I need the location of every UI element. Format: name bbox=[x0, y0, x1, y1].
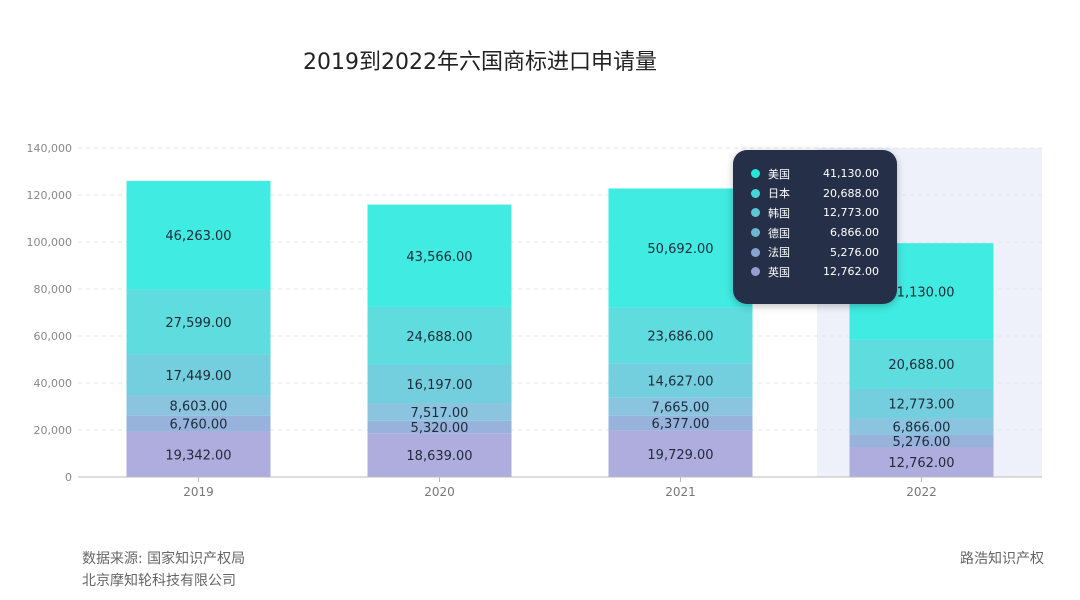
source-line-1: 数据来源: 国家知识产权局 bbox=[82, 551, 246, 567]
data-label: 16,197.00 bbox=[406, 378, 472, 393]
data-label: 7,517.00 bbox=[411, 406, 469, 421]
x-tick-label: 2022 bbox=[906, 485, 937, 499]
source-line-2: 北京摩知轮科技有限公司 bbox=[82, 573, 236, 589]
data-label: 6,866.00 bbox=[893, 421, 951, 436]
bar-segment bbox=[367, 306, 512, 365]
tooltip-row: 日本 20,688.00 bbox=[751, 184, 879, 204]
data-label: 20,688.00 bbox=[888, 358, 954, 373]
data-label: 6,377.00 bbox=[652, 417, 710, 432]
y-tick-label: 80,000 bbox=[34, 283, 73, 296]
tooltip-series-name: 德国 bbox=[768, 226, 790, 240]
tooltip-row: 英国 12,762.00 bbox=[751, 262, 879, 282]
chart-title: 2019到2022年六国商标进口申请量 bbox=[303, 50, 657, 75]
tooltip-series-name: 英国 bbox=[768, 265, 790, 279]
bar-segment bbox=[367, 403, 512, 421]
legend-dot-icon bbox=[751, 228, 760, 238]
data-label: 43,566.00 bbox=[406, 250, 472, 265]
chart-tooltip: 美国 41,130.00 日本 20,688.00 韩国 12,773.00 德国 6,866… bbox=[733, 150, 897, 304]
tooltip-row: 韩国 12,773.00 bbox=[751, 203, 879, 223]
bar-segment bbox=[849, 434, 994, 448]
bar-segment bbox=[608, 188, 753, 308]
legend-dot-icon bbox=[751, 208, 760, 218]
y-tick-label: 20,000 bbox=[34, 424, 73, 437]
bar-segment bbox=[608, 415, 753, 431]
tooltip-series-value: 12,773.00 bbox=[823, 206, 879, 220]
y-tick-label: 0 bbox=[65, 471, 72, 484]
bar-segment bbox=[367, 204, 512, 307]
x-tick-label: 2020 bbox=[424, 485, 455, 499]
data-label: 18,639.00 bbox=[406, 449, 472, 464]
legend-dot-icon bbox=[751, 169, 760, 179]
bar-segment bbox=[126, 354, 271, 396]
brand-name: 路浩知识产权 bbox=[960, 551, 1044, 567]
tooltip-series-name: 韩国 bbox=[768, 206, 790, 220]
bar-segment bbox=[367, 433, 512, 477]
data-label: 12,773.00 bbox=[888, 397, 954, 412]
bar-segment bbox=[849, 388, 994, 419]
tooltip-series-name: 美国 bbox=[768, 167, 790, 181]
legend-dot-icon bbox=[751, 247, 760, 257]
data-label: 46,263.00 bbox=[165, 229, 231, 244]
data-label: 17,449.00 bbox=[165, 369, 231, 384]
bar-segment bbox=[126, 431, 271, 477]
data-label: 14,627.00 bbox=[647, 374, 713, 389]
bar-segment bbox=[849, 418, 994, 435]
tooltip-series-value: 20,688.00 bbox=[823, 186, 879, 200]
data-label: 5,276.00 bbox=[893, 435, 951, 450]
tooltip-series-value: 5,276.00 bbox=[830, 245, 879, 259]
data-label: 24,688.00 bbox=[406, 330, 472, 345]
tooltip-row: 美国 41,130.00 bbox=[751, 164, 879, 184]
x-tick-label: 2021 bbox=[665, 485, 696, 499]
bar-segment bbox=[849, 447, 994, 477]
bar-segment bbox=[367, 364, 512, 404]
tooltip-series-value: 12,762.00 bbox=[823, 265, 879, 279]
data-label: 50,692.00 bbox=[647, 242, 713, 257]
tooltip-series-value: 6,866.00 bbox=[830, 226, 879, 240]
bar-segment bbox=[608, 397, 753, 416]
tooltip-series-name: 日本 bbox=[768, 187, 790, 201]
x-tick-label: 2019 bbox=[183, 485, 214, 499]
legend-dot-icon bbox=[751, 188, 760, 198]
data-label: 8,603.00 bbox=[170, 400, 228, 415]
data-label: 7,665.00 bbox=[652, 401, 710, 416]
y-tick-label: 140,000 bbox=[27, 142, 73, 155]
bar-segment bbox=[608, 307, 753, 364]
bar-segment bbox=[126, 289, 271, 355]
data-label: 5,320.00 bbox=[411, 421, 469, 436]
data-source: 数据来源: 国家知识产权局 北京摩知轮科技有限公司 bbox=[82, 548, 245, 592]
tooltip-row: 德国 6,866.00 bbox=[751, 223, 879, 243]
legend-dot-icon bbox=[751, 267, 760, 277]
data-label: 19,729.00 bbox=[647, 448, 713, 463]
y-tick-label: 40,000 bbox=[34, 377, 73, 390]
y-tick-label: 120,000 bbox=[27, 189, 73, 202]
data-label: 27,599.00 bbox=[165, 316, 231, 331]
y-tick-label: 100,000 bbox=[27, 236, 73, 249]
tooltip-series-value: 41,130.00 bbox=[823, 167, 879, 181]
data-label: 6,760.00 bbox=[170, 418, 228, 433]
bar-segment bbox=[126, 415, 271, 432]
bar-segment bbox=[126, 180, 271, 290]
tooltip-row: 法国 5,276.00 bbox=[751, 242, 879, 262]
tooltip-series-name: 法国 bbox=[768, 246, 790, 260]
bar-segment bbox=[367, 420, 512, 434]
bar-segment bbox=[849, 339, 994, 389]
data-label: 23,686.00 bbox=[647, 329, 713, 344]
data-label: 19,342.00 bbox=[165, 448, 231, 463]
bar-segment bbox=[126, 395, 271, 416]
data-label: 12,762.00 bbox=[888, 456, 954, 471]
bar-segment bbox=[608, 363, 753, 398]
bar-segment bbox=[608, 430, 753, 477]
y-tick-label: 60,000 bbox=[34, 330, 73, 343]
data-label: 41,130.00 bbox=[888, 286, 954, 301]
